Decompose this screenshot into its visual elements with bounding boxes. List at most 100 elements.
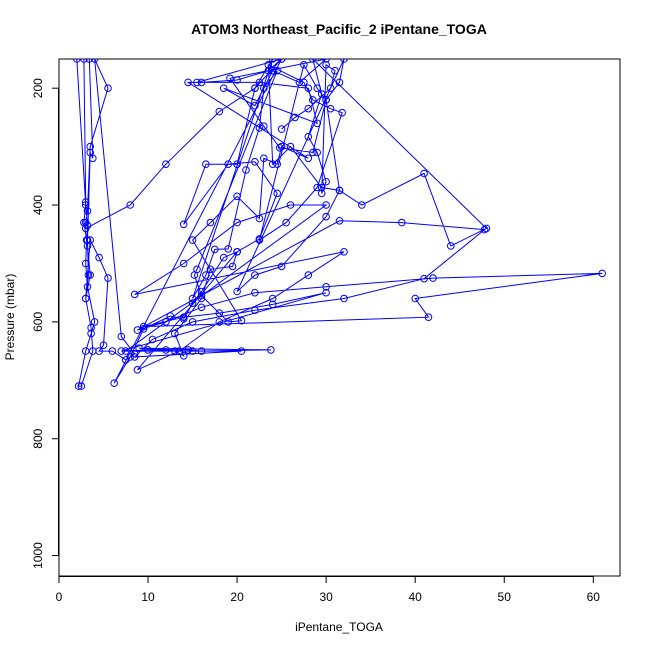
- data-point: [255, 78, 264, 87]
- data-point: [304, 271, 313, 279]
- plot-frame: [58, 58, 621, 577]
- data-point: [264, 61, 273, 69]
- data-point: [268, 294, 277, 303]
- data-point: [300, 78, 308, 87]
- data-point: [95, 347, 103, 355]
- data-point: [358, 201, 366, 209]
- data-point: [420, 169, 428, 178]
- data-point: [251, 158, 259, 166]
- data-point: [309, 59, 317, 63]
- data-point: [215, 309, 224, 317]
- data-point: [211, 245, 219, 254]
- x-tick-label: 10: [141, 590, 155, 604]
- data-point: [447, 242, 455, 250]
- data-point: [197, 303, 206, 312]
- data-point: [268, 300, 277, 309]
- data-point: [206, 218, 215, 227]
- data-point: [197, 294, 206, 303]
- x-tick-label: 30: [319, 590, 333, 604]
- data-point: [179, 313, 188, 322]
- data-point: [95, 253, 103, 262]
- data-point: [313, 183, 322, 192]
- data-point: [313, 84, 322, 92]
- data-point: [228, 262, 237, 271]
- data-point: [162, 346, 170, 354]
- data-point: [171, 347, 179, 355]
- x-axis: 0 10 20 30 40 50 60: [56, 576, 601, 604]
- data-point: [273, 160, 282, 168]
- data-point: [117, 332, 126, 341]
- data-point: [291, 113, 299, 122]
- data-point: [340, 294, 348, 303]
- data-point: [224, 245, 232, 253]
- data-point: [411, 294, 420, 303]
- data-point: [197, 291, 206, 300]
- data-point: [193, 78, 201, 87]
- data-point: [226, 74, 234, 83]
- data-point: [242, 166, 250, 174]
- data-point: [202, 160, 210, 168]
- data-point: [295, 78, 304, 87]
- data-point: [340, 59, 348, 63]
- data-point: [233, 160, 241, 168]
- data-point: [424, 313, 433, 322]
- data-point: [267, 346, 275, 354]
- data-point: [326, 84, 335, 92]
- data-point: [224, 318, 232, 326]
- data-point: [126, 201, 134, 209]
- data-point: [133, 326, 142, 334]
- data-point: [255, 236, 264, 244]
- data-point: [175, 347, 183, 355]
- data-point: [251, 288, 259, 297]
- y-axis-label: Pressure (mbar): [3, 274, 17, 361]
- data-point: [179, 220, 188, 229]
- data-point: [286, 142, 295, 151]
- data-point: [202, 271, 210, 279]
- data-point: [268, 66, 277, 75]
- data-point: [130, 353, 139, 361]
- data-point: [86, 148, 94, 157]
- data-point: [233, 76, 241, 84]
- data-point: [313, 119, 322, 128]
- data-point: [309, 148, 317, 157]
- data-point: [148, 335, 157, 344]
- data-point: [171, 329, 179, 338]
- data-point: [83, 207, 92, 215]
- data-point: [233, 218, 241, 227]
- data-point: [277, 125, 286, 133]
- data-point: [255, 124, 264, 132]
- x-tick-label: 0: [56, 590, 63, 604]
- data-point: [90, 318, 99, 326]
- data-point: [304, 104, 313, 113]
- data-point: [81, 218, 90, 227]
- series-layer: [73, 59, 607, 390]
- data-point: [104, 84, 112, 92]
- data-point: [300, 61, 308, 69]
- data-point: [251, 306, 259, 315]
- data-point: [85, 59, 94, 63]
- data-point: [81, 347, 90, 355]
- data-point: [219, 253, 228, 262]
- data-point: [188, 347, 197, 355]
- data-point: [110, 379, 118, 388]
- data-point: [322, 288, 330, 297]
- data-point: [335, 186, 344, 195]
- data-point: [335, 78, 344, 87]
- data-point: [282, 218, 290, 227]
- data-point: [80, 59, 88, 63]
- data-point: [304, 84, 313, 92]
- data-point: [429, 274, 437, 282]
- x-tick-label: 60: [587, 590, 601, 604]
- y-tick-label: 800: [31, 428, 45, 448]
- data-point: [480, 225, 489, 234]
- data-point: [322, 96, 330, 104]
- data-point: [135, 344, 143, 353]
- data-point: [99, 341, 108, 350]
- data-point: [197, 347, 206, 355]
- data-point: [90, 59, 99, 63]
- data-point: [73, 59, 81, 63]
- data-point: [83, 236, 92, 244]
- data-point: [276, 144, 284, 152]
- data-point: [340, 248, 348, 256]
